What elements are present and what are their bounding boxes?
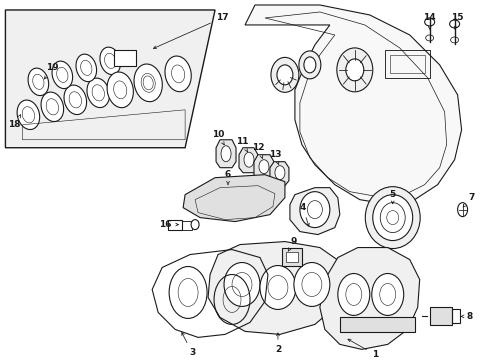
- Ellipse shape: [164, 56, 191, 92]
- Text: 9: 9: [287, 237, 297, 251]
- Ellipse shape: [17, 100, 40, 130]
- Ellipse shape: [64, 85, 86, 114]
- Ellipse shape: [299, 192, 329, 228]
- Bar: [168, 220, 182, 230]
- Ellipse shape: [372, 195, 412, 240]
- Ellipse shape: [337, 274, 369, 315]
- Polygon shape: [253, 155, 273, 180]
- Text: 5: 5: [389, 190, 395, 204]
- Bar: [182, 221, 192, 230]
- Text: 15: 15: [450, 13, 463, 29]
- Ellipse shape: [259, 160, 268, 174]
- Text: 13: 13: [268, 150, 281, 165]
- Polygon shape: [244, 5, 461, 204]
- Polygon shape: [5, 10, 215, 148]
- Bar: [114, 50, 136, 66]
- Ellipse shape: [336, 48, 372, 92]
- Polygon shape: [183, 175, 285, 222]
- Text: 7: 7: [462, 193, 474, 207]
- Bar: [282, 248, 301, 266]
- Bar: [339, 318, 414, 332]
- Bar: [451, 310, 459, 323]
- Text: 10: 10: [211, 130, 224, 145]
- Ellipse shape: [303, 57, 315, 73]
- Bar: [384, 50, 429, 78]
- Text: 16: 16: [159, 220, 178, 229]
- Ellipse shape: [371, 274, 403, 315]
- Ellipse shape: [28, 68, 49, 96]
- Ellipse shape: [448, 20, 459, 28]
- Ellipse shape: [87, 78, 109, 108]
- Ellipse shape: [191, 220, 199, 230]
- Ellipse shape: [260, 266, 295, 310]
- Ellipse shape: [107, 72, 133, 108]
- Polygon shape: [207, 242, 341, 334]
- Ellipse shape: [298, 51, 320, 79]
- Ellipse shape: [276, 65, 292, 85]
- Text: 17: 17: [153, 13, 228, 49]
- Text: 4: 4: [299, 203, 308, 226]
- Text: 1: 1: [347, 339, 377, 359]
- Text: 6: 6: [224, 170, 231, 185]
- Ellipse shape: [345, 59, 363, 81]
- Text: 18: 18: [8, 115, 20, 129]
- Text: 12: 12: [251, 143, 264, 158]
- Ellipse shape: [76, 54, 97, 82]
- Ellipse shape: [365, 187, 419, 248]
- Ellipse shape: [274, 166, 285, 180]
- Text: 19: 19: [44, 63, 59, 79]
- Ellipse shape: [293, 262, 329, 306]
- Ellipse shape: [52, 61, 73, 89]
- Text: 14: 14: [423, 13, 435, 29]
- Text: 8: 8: [460, 312, 472, 321]
- Polygon shape: [289, 188, 339, 235]
- Ellipse shape: [134, 64, 162, 102]
- Bar: [389, 55, 424, 73]
- Polygon shape: [269, 162, 288, 186]
- Polygon shape: [216, 140, 236, 168]
- Text: 2: 2: [274, 333, 281, 354]
- Text: 3: 3: [182, 333, 195, 357]
- Polygon shape: [319, 248, 419, 349]
- Polygon shape: [239, 148, 258, 173]
- Ellipse shape: [100, 47, 121, 75]
- Text: 11: 11: [235, 137, 248, 152]
- Ellipse shape: [221, 146, 230, 162]
- Ellipse shape: [270, 57, 298, 92]
- Ellipse shape: [244, 152, 253, 167]
- Ellipse shape: [424, 18, 434, 26]
- Ellipse shape: [457, 203, 467, 217]
- Bar: [429, 307, 451, 325]
- Ellipse shape: [224, 262, 260, 306]
- Ellipse shape: [41, 92, 63, 122]
- Bar: [285, 252, 297, 261]
